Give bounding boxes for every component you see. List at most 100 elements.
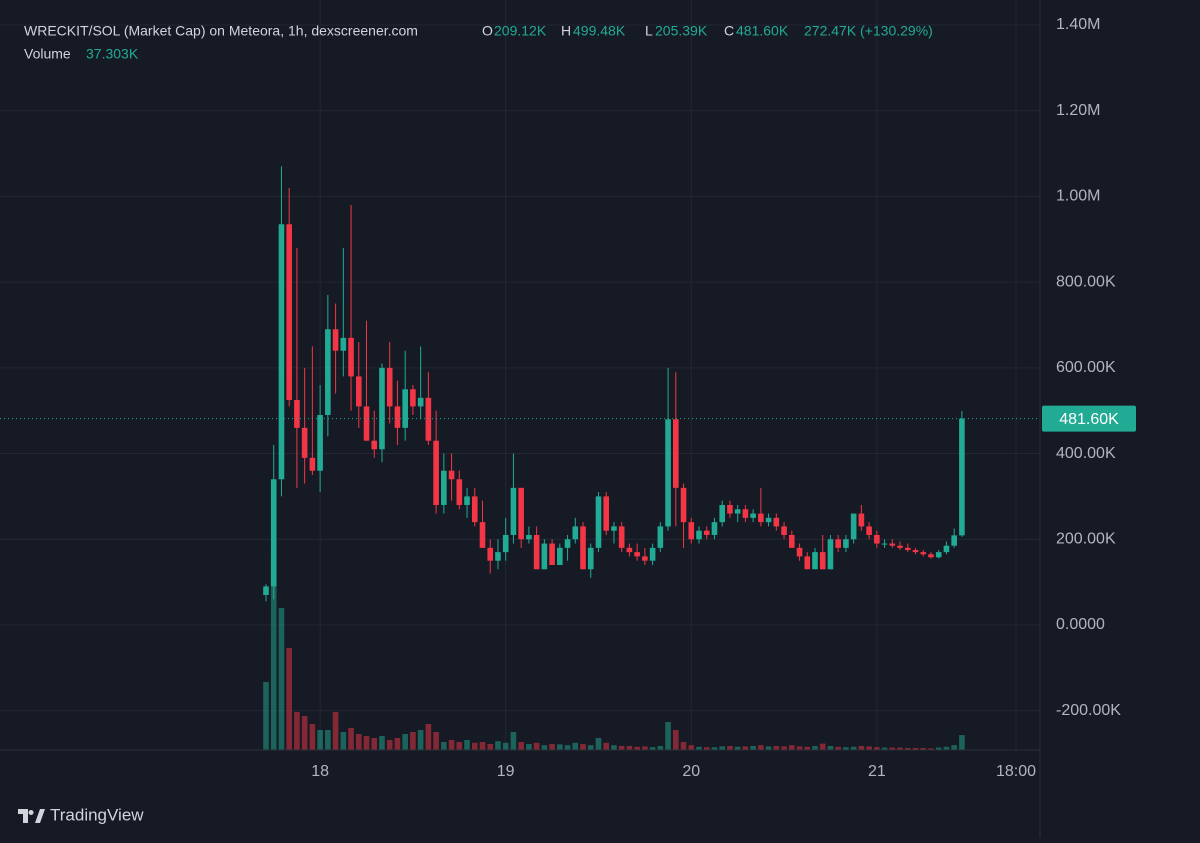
volume-bar xyxy=(773,746,780,750)
volume-bar xyxy=(595,738,602,750)
candle-body xyxy=(572,526,579,540)
volume-bar xyxy=(804,746,811,750)
volume-bar xyxy=(943,746,950,750)
chart-title: WRECKIT/SOL (Market Cap) on Meteora, 1h,… xyxy=(24,23,418,39)
volume-bar xyxy=(673,730,679,750)
x-tick-label: 19 xyxy=(497,763,515,780)
volume-bar xyxy=(935,747,942,750)
candle-body xyxy=(386,367,393,407)
volume-bar xyxy=(464,740,470,750)
candle-body xyxy=(866,526,872,535)
y-tick-label: 200.00K xyxy=(1056,530,1116,547)
volume-bar xyxy=(750,746,756,750)
candle-body xyxy=(448,470,455,480)
legend-key: C xyxy=(724,23,734,39)
candle-body xyxy=(665,419,671,527)
legend-key: Volume xyxy=(24,46,71,62)
candle-body xyxy=(278,224,285,480)
volume-bar xyxy=(371,738,378,750)
candle-body xyxy=(943,545,950,553)
volume-bar xyxy=(572,742,579,750)
candle-body xyxy=(487,547,494,561)
candle-body xyxy=(402,389,408,428)
candle-body xyxy=(920,552,927,555)
candle-body xyxy=(564,539,571,548)
volume-bar xyxy=(402,734,408,750)
volume-bar xyxy=(557,744,563,750)
volume-bar xyxy=(580,744,586,750)
y-tick-label: 1.20M xyxy=(1056,102,1100,119)
volume-bar xyxy=(951,745,957,750)
volume-bar xyxy=(263,682,269,750)
volume-bar xyxy=(487,744,494,750)
candle-body xyxy=(750,513,756,518)
volume-bar xyxy=(881,747,888,750)
y-tick-label: -200.00K xyxy=(1056,702,1121,719)
candle-body xyxy=(441,470,447,505)
volume-bar xyxy=(278,608,285,750)
volume-bar xyxy=(518,742,524,750)
volume-bar xyxy=(688,745,695,750)
candle-body xyxy=(495,552,501,561)
volume-bar xyxy=(479,742,486,750)
legend-value: 205.39K xyxy=(655,23,708,39)
candle-body xyxy=(355,376,362,407)
logo-icon xyxy=(18,809,45,823)
legend-key: L xyxy=(645,23,653,39)
x-tick-label: 21 xyxy=(868,763,886,780)
volume-bar xyxy=(301,716,308,750)
volume-bar xyxy=(788,745,795,750)
x-tick-label: 20 xyxy=(682,763,700,780)
legend-key: H xyxy=(561,23,571,39)
candle-body xyxy=(294,399,300,428)
x-tick-label: 18 xyxy=(311,763,329,780)
volume-bar xyxy=(394,738,401,750)
candle-body xyxy=(858,513,865,527)
candle-body xyxy=(827,539,834,570)
volume-bar xyxy=(502,742,509,750)
candle-body xyxy=(819,552,826,570)
volume-bar xyxy=(642,746,648,750)
x-tick-label: 18:00 xyxy=(996,763,1036,780)
volume-bar xyxy=(541,745,548,750)
candle-body xyxy=(549,543,555,565)
volume-bar xyxy=(348,728,354,750)
volume-bar xyxy=(781,746,787,750)
y-tick-label: 800.00K xyxy=(1056,273,1116,290)
volume-bar xyxy=(363,736,370,750)
candle-body xyxy=(626,547,633,553)
volume-pane xyxy=(263,556,965,750)
volume-bar xyxy=(897,747,903,750)
tradingview-logo: TradingView xyxy=(18,805,144,824)
candle-body xyxy=(340,337,347,351)
candle-body xyxy=(425,397,432,441)
volume-bar xyxy=(912,748,919,750)
logo-text: TradingView xyxy=(50,805,144,824)
volume-bar xyxy=(564,745,571,750)
volume-bar xyxy=(410,732,416,750)
last-price-label: 481.60K xyxy=(1059,411,1119,428)
volume-bar xyxy=(734,746,741,750)
candle-body xyxy=(804,556,811,570)
candle-body xyxy=(595,496,602,548)
candle-body xyxy=(410,389,416,407)
volume-bar xyxy=(526,744,532,750)
volume-bar xyxy=(325,730,331,750)
y-tick-label: 1.40M xyxy=(1056,16,1100,33)
volume-bar xyxy=(386,740,393,750)
volume-bar xyxy=(441,742,447,750)
candle-body xyxy=(642,556,648,561)
legend-change: 272.47K (+130.29%) xyxy=(804,23,933,39)
volume-bar xyxy=(742,746,749,750)
volume-bar xyxy=(603,742,610,750)
candle-body xyxy=(286,224,292,400)
candle-body xyxy=(348,337,354,377)
candle-body xyxy=(580,526,586,570)
candle-body xyxy=(518,487,524,540)
candle-body xyxy=(533,534,540,570)
candle-body xyxy=(270,479,277,587)
candle-body xyxy=(317,414,323,471)
candle-body xyxy=(634,552,640,557)
